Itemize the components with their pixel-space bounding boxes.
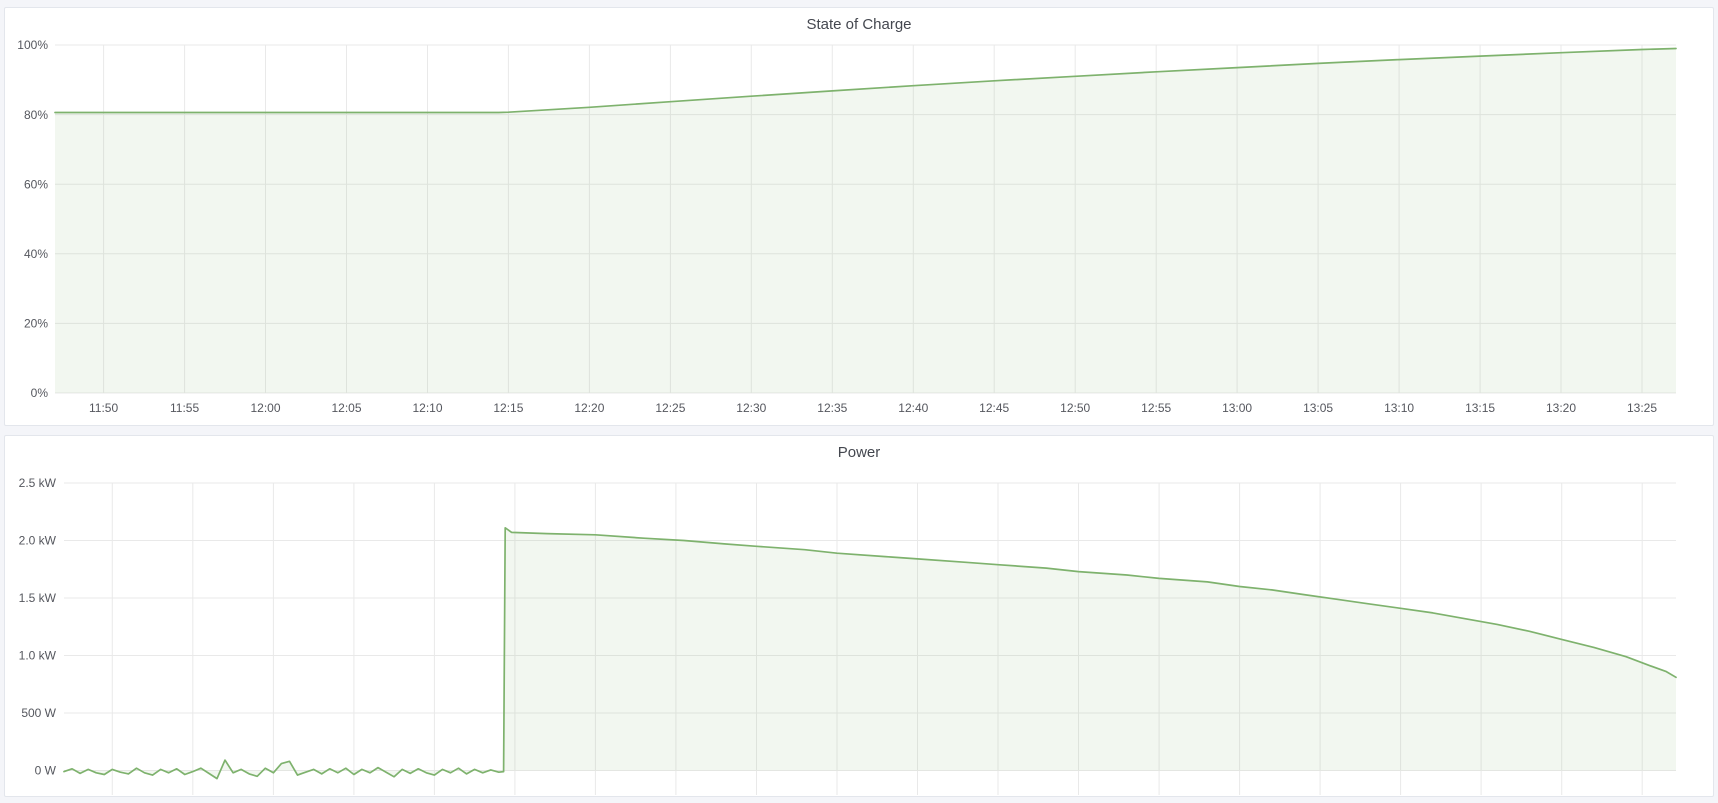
svg-text:0%: 0%	[31, 386, 49, 400]
power-chart[interactable]: 0 W 500 W 1.0 kW 1.5 kW 2.0 kW 2.5 kW	[5, 436, 1713, 796]
axis-tick-labels: 0 W 500 W 1.0 kW 1.5 kW 2.0 kW 2.5 kW	[19, 476, 57, 778]
gridlines	[55, 44, 1676, 394]
svg-text:12:55: 12:55	[1141, 401, 1171, 415]
svg-text:13:20: 13:20	[1546, 401, 1576, 415]
svg-text:12:45: 12:45	[979, 401, 1009, 415]
svg-text:40%: 40%	[24, 247, 48, 261]
panel-state-of-charge: State of Charge 0% 20% 40% 60% 80% 100% 11:50 1…	[4, 7, 1714, 426]
svg-text:20%: 20%	[24, 317, 48, 331]
svg-text:12:20: 12:20	[574, 401, 604, 415]
svg-text:11:55: 11:55	[170, 401, 199, 415]
svg-text:2.0 kW: 2.0 kW	[19, 534, 57, 548]
svg-text:12:10: 12:10	[412, 401, 442, 415]
svg-text:500 W: 500 W	[21, 706, 56, 720]
svg-text:13:10: 13:10	[1384, 401, 1414, 415]
svg-text:12:30: 12:30	[736, 401, 766, 415]
series-area	[64, 527, 1676, 779]
panel-power: Power 0 W 500 W 1.0 kW 1.5 kW 2.0 kW 2.5 kW	[4, 435, 1714, 797]
svg-text:2.5 kW: 2.5 kW	[19, 476, 57, 490]
svg-text:0 W: 0 W	[35, 764, 57, 778]
svg-text:11:50: 11:50	[89, 401, 118, 415]
svg-text:12:15: 12:15	[493, 401, 523, 415]
gridlines	[64, 482, 1676, 795]
series-line	[54, 47, 1677, 114]
svg-text:12:40: 12:40	[898, 401, 928, 415]
svg-text:12:35: 12:35	[817, 401, 847, 415]
svg-text:12:50: 12:50	[1060, 401, 1090, 415]
svg-text:80%: 80%	[24, 108, 48, 122]
svg-text:60%: 60%	[24, 177, 48, 191]
svg-text:1.0 kW: 1.0 kW	[19, 649, 57, 663]
series-area	[55, 48, 1676, 393]
svg-text:12:00: 12:00	[250, 401, 280, 415]
svg-text:100%: 100%	[17, 38, 48, 52]
state-of-charge-chart[interactable]: 0% 20% 40% 60% 80% 100% 11:50 11:55 12:00 12:05 12…	[5, 8, 1713, 425]
axis-tick-labels: 0% 20% 40% 60% 80% 100% 11:50 11:55 12:00 12:05 12…	[17, 38, 1657, 415]
svg-text:13:25: 13:25	[1627, 401, 1657, 415]
panel-title-power[interactable]: Power	[837, 444, 881, 461]
svg-text:13:15: 13:15	[1465, 401, 1495, 415]
svg-text:13:05: 13:05	[1303, 401, 1333, 415]
svg-text:13:00: 13:00	[1222, 401, 1252, 415]
svg-text:1.5 kW: 1.5 kW	[19, 591, 57, 605]
series-line	[63, 526, 1677, 780]
svg-text:12:25: 12:25	[655, 401, 685, 415]
panel-title-state-of-charge[interactable]: State of Charge	[806, 16, 912, 33]
svg-text:12:05: 12:05	[331, 401, 361, 415]
